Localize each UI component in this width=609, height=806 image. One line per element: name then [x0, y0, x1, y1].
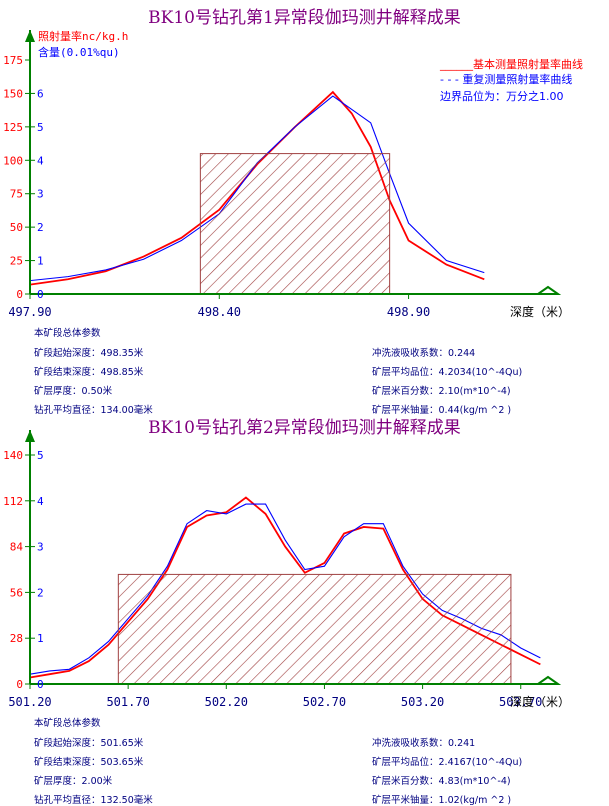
y-axis-label-left: 照射量率nc/kg.h [38, 29, 128, 43]
y-tick-label-left: 0 [16, 678, 23, 691]
param-avg-grade: 矿层平均品位：2.4167(10^-4Qu) [372, 757, 523, 768]
y-tick-label-left: 100 [3, 154, 23, 167]
y-tick-label-right: 2 [37, 221, 44, 234]
param-uranium: 矿层平米铀量：1.02(kg/m ^2 ) [372, 795, 512, 806]
y-tick-label-left: 0 [16, 288, 23, 301]
legend-item-basic: ______基本测量照射量率曲线 [440, 58, 583, 71]
y-tick-label-right: 0 [37, 678, 44, 691]
x-tick-label: 501.20 [8, 695, 51, 709]
y-tick-label-right: 4 [37, 154, 44, 167]
param-absorption: 冲洗液吸收系数：0.241 [372, 738, 476, 749]
ore-zone [117, 573, 512, 685]
param-avg-grade: 矿层平均品位：4.2034(10^-4Qu) [372, 367, 523, 378]
x-tick-label: 498.90 [387, 305, 430, 319]
y-tick-label-left: 50 [10, 221, 23, 234]
y-tick-label-right: 1 [37, 255, 44, 268]
x-tick-label: 497.90 [8, 305, 51, 319]
y-tick-label-left: 25 [10, 255, 23, 268]
legend-note: 边界品位为：万分之1.00 [440, 90, 564, 103]
y-tick-label-right: 5 [37, 121, 44, 134]
legend-item-repeat: - - - 重复测量照射量率曲线 [440, 73, 573, 86]
chart-title: BK10号钻孔第2异常段伽玛测井解释成果 [148, 418, 461, 438]
y-tick-label-right: 2 [37, 586, 44, 599]
y-tick-label-left: 75 [10, 188, 23, 201]
param-meter-percent: 矿层米百分数：2.10(m*10^-4) [372, 386, 511, 397]
y-axis-label-right: 含量(0.01%qu) [38, 45, 120, 59]
y-axis-arrow [25, 30, 35, 42]
x-axis-label: 深度（米） [510, 304, 570, 319]
param-diameter: 钻孔平均直径：134.00毫米 [34, 405, 153, 416]
y-axis-arrow [25, 430, 35, 442]
x-axis-label: 深度（米） [510, 694, 570, 709]
param-end-depth: 矿段结束深度：503.65米 [34, 757, 144, 768]
param-absorption: 冲洗液吸收系数：0.244 [372, 348, 476, 359]
series-line-repeat [29, 95, 485, 282]
chart-panel-1: BK10号钻孔第1异常段伽玛测井解释成果 0 25 50 75 100 125 150 175… [3, 8, 583, 416]
chart-title: BK10号钻孔第1异常段伽玛测井解释成果 [148, 8, 461, 28]
x-tick-label: 503.20 [401, 695, 444, 709]
y-tick-label-right: 3 [37, 541, 44, 554]
param-end-depth: 矿段结束深度：498.85米 [34, 367, 144, 378]
y-tick-label-left: 125 [3, 121, 23, 134]
y-tick-label-right: 4 [37, 495, 44, 508]
y-tick-label-right: 5 [37, 449, 44, 462]
param-meter-percent: 矿层米百分数：4.83(m*10^-4) [372, 776, 511, 787]
y-tick-label-right: 3 [37, 188, 44, 201]
x-tick-label: 503.70 [499, 695, 542, 709]
param-diameter: 钻孔平均直径：132.50毫米 [34, 795, 153, 806]
y-tick-label-left: 140 [3, 449, 23, 462]
x-tick-label: 498.40 [198, 305, 241, 319]
y-tick-label-left: 150 [3, 87, 23, 100]
param-thickness: 矿层厚度：2.00米 [34, 776, 113, 787]
y-tick-label-right: 6 [37, 87, 44, 100]
x-tick-label: 501.70 [106, 695, 149, 709]
param-start-depth: 矿段起始深度：498.35米 [34, 348, 144, 359]
x-axis-arrow [534, 675, 562, 685]
params-header: 本矿段总体参数 [34, 328, 101, 339]
params-header: 本矿段总体参数 [34, 718, 101, 729]
y-tick-label-right: 0 [37, 288, 44, 301]
chart-panel-2: BK10号钻孔第2异常段伽玛测井解释成果 0 28 56 84 112 140 0 1 2 3 4 5… [0, 410, 609, 806]
chart-plot: 0 28 56 84 112 140 0 1 2 3 4 5 501.20 501.70 502.20 502… [3, 430, 570, 709]
y-tick-label-left: 84 [10, 541, 24, 554]
y-tick-label-left: 28 [10, 632, 23, 645]
param-thickness: 矿层厚度：0.50米 [34, 386, 113, 397]
chart-plot: 0 25 50 75 100 125 150 175 0 1 2 3 4 5 6 497.90 498.40 49… [3, 29, 570, 319]
param-start-depth: 矿段起始深度：501.65米 [34, 738, 144, 749]
x-axis-arrow [534, 285, 562, 295]
y-tick-label-left: 56 [10, 586, 23, 599]
y-tick-label-left: 112 [3, 495, 23, 508]
y-tick-label-right: 1 [37, 632, 44, 645]
x-tick-label: 502.20 [205, 695, 248, 709]
y-tick-label-left: 175 [3, 54, 23, 67]
param-uranium: 矿层平米铀量：0.44(kg/m ^2 ) [372, 405, 512, 416]
ore-zone [199, 153, 391, 295]
x-tick-label: 502.70 [303, 695, 346, 709]
